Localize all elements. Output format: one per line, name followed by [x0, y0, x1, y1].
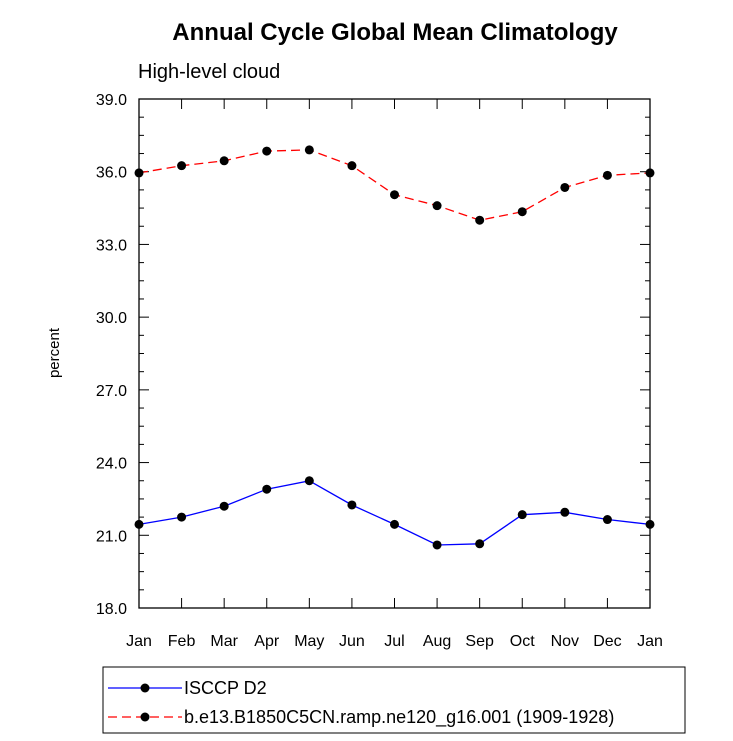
legend-marker	[140, 712, 150, 722]
data-point	[219, 501, 229, 511]
y-tick-label: 39.0	[96, 92, 127, 109]
data-point	[304, 145, 314, 155]
legend-items: ISCCP D2 b.e13.B1850C5CN.ramp.ne120_g16.0…	[108, 678, 614, 728]
y-tick-labels: 18.0 21.0 24.0 27.0 30.0 33.0 36.0 39.0	[96, 92, 127, 618]
data-point	[219, 156, 229, 166]
y-tick-label: 27.0	[96, 383, 127, 400]
data-point	[304, 476, 314, 486]
x-tick-label: Apr	[254, 633, 280, 650]
data-point	[602, 170, 612, 180]
x-tick-label: Aug	[423, 633, 451, 650]
data-point	[134, 519, 144, 529]
series-2	[134, 145, 655, 225]
data-point	[262, 146, 272, 156]
data-point	[177, 512, 187, 522]
legend: ISCCP D2 b.e13.B1850C5CN.ramp.ne120_g16.0…	[102, 666, 686, 734]
series-line	[138, 480, 651, 546]
legend-marker	[140, 683, 150, 693]
data-point	[262, 484, 272, 494]
x-tick-label: Feb	[168, 633, 196, 650]
data-point	[517, 510, 527, 520]
y-axis-label: percent	[46, 327, 63, 378]
legend-item: ISCCP D2	[108, 678, 267, 698]
x-tick-label: Oct	[510, 633, 535, 650]
legend-box	[102, 666, 686, 734]
x-tick-label: Sep	[465, 633, 494, 650]
data-point	[432, 201, 442, 211]
data-point	[645, 519, 655, 529]
data-point	[475, 215, 485, 225]
data-point	[432, 540, 442, 550]
legend-item: b.e13.B1850C5CN.ramp.ne120_g16.001 (1909…	[108, 707, 614, 728]
data-point	[347, 500, 357, 510]
chart-title: Annual Cycle Global Mean Climatology	[172, 19, 618, 46]
x-tick-label: Nov	[551, 633, 579, 650]
x-tick-label: Jun	[339, 633, 365, 650]
x-tick-label: Jul	[384, 633, 404, 650]
axis-ticks	[138, 98, 651, 609]
data-point	[390, 519, 399, 529]
x-tick-label: Jan	[637, 633, 663, 650]
chart-subtitle: High-level cloud	[138, 61, 280, 83]
y-tick-label: 18.0	[96, 601, 127, 618]
data-point	[645, 168, 655, 178]
data-point	[390, 190, 399, 200]
data-point	[347, 161, 357, 171]
series-line	[138, 149, 651, 221]
x-tick-label: May	[294, 633, 324, 650]
y-tick-label: 21.0	[96, 528, 127, 545]
y-tick-label: 33.0	[96, 237, 127, 254]
data-point	[177, 161, 187, 171]
y-tick-label: 30.0	[96, 310, 127, 327]
y-tick-label: 36.0	[96, 165, 127, 182]
plot-frame	[138, 98, 651, 609]
data-point	[517, 207, 527, 217]
legend-label: b.e13.B1850C5CN.ramp.ne120_g16.001 (1909…	[184, 707, 614, 728]
data-point	[475, 539, 485, 549]
legend-label: ISCCP D2	[184, 678, 267, 698]
x-tick-label: Mar	[210, 633, 238, 650]
series-layer	[134, 145, 655, 550]
series-1	[134, 476, 655, 550]
data-point	[602, 515, 612, 525]
data-point	[134, 168, 144, 178]
data-point	[560, 182, 570, 192]
x-tick-label: Jan	[126, 633, 152, 650]
x-tick-label: Dec	[593, 633, 621, 650]
data-point	[560, 507, 570, 517]
x-tick-labels: Jan Feb Mar Apr May Jun Jul Aug Sep Oct Nov Dec Jan	[126, 633, 663, 650]
y-tick-label: 24.0	[96, 456, 127, 473]
